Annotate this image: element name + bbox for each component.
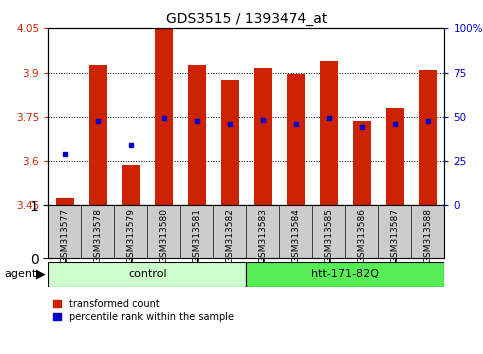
Text: ▶: ▶ — [36, 268, 46, 281]
FancyBboxPatch shape — [48, 262, 246, 287]
Bar — [320, 61, 338, 205]
Text: GSM313583: GSM313583 — [258, 208, 267, 263]
Bar — [386, 108, 404, 205]
Text: GSM313585: GSM313585 — [325, 208, 333, 263]
Text: GSM313588: GSM313588 — [424, 208, 432, 263]
Text: GSM313587: GSM313587 — [390, 208, 399, 263]
Bar — [56, 198, 74, 205]
Bar — [287, 74, 305, 205]
Title: GDS3515 / 1393474_at: GDS3515 / 1393474_at — [166, 12, 327, 26]
Text: agent: agent — [5, 269, 37, 279]
Bar — [221, 80, 239, 205]
Bar — [419, 70, 437, 205]
Text: GSM313579: GSM313579 — [127, 208, 135, 263]
Bar — [188, 65, 206, 205]
Text: GSM313577: GSM313577 — [60, 208, 69, 263]
Bar — [122, 166, 140, 205]
Text: htt-171-82Q: htt-171-82Q — [312, 269, 379, 279]
Bar — [155, 28, 173, 205]
Bar — [353, 121, 371, 205]
Text: GSM313584: GSM313584 — [291, 208, 300, 263]
Bar — [89, 65, 107, 205]
Text: control: control — [128, 269, 167, 279]
Text: GSM313586: GSM313586 — [357, 208, 366, 263]
Bar — [254, 68, 272, 205]
Legend: transformed count, percentile rank within the sample: transformed count, percentile rank withi… — [53, 299, 234, 321]
Text: GSM313582: GSM313582 — [226, 208, 234, 263]
Text: GSM313580: GSM313580 — [159, 208, 168, 263]
FancyBboxPatch shape — [246, 262, 444, 287]
Text: GSM313581: GSM313581 — [192, 208, 201, 263]
Text: GSM313578: GSM313578 — [93, 208, 102, 263]
